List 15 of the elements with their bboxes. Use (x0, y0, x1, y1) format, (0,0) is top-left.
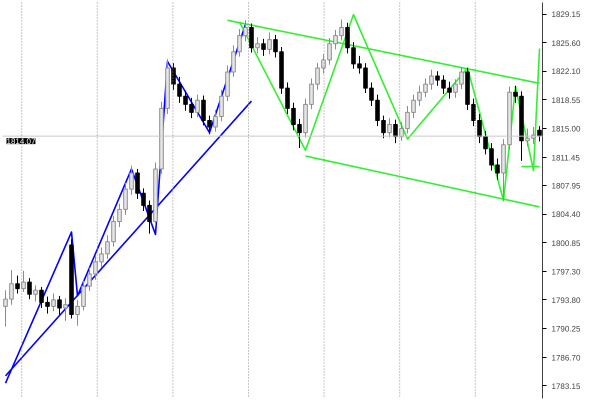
y-tick-label: 1829.15 (552, 10, 581, 20)
y-tick-label: 1783.15 (552, 382, 581, 391)
y-tick-label: 1825.60 (552, 38, 581, 48)
y-tick-label: 1797.30 (552, 268, 581, 277)
y-tick-label: 1807.95 (552, 182, 581, 191)
ref-line-label: 1814.07 (6, 137, 36, 146)
y-tick-label: 1786.70 (552, 353, 581, 362)
y-tick-label: 1815.00 (552, 124, 581, 134)
y-tick-label: 1790.25 (552, 324, 581, 334)
y-tick-label: 1818.55 (552, 96, 581, 105)
y-tick-label: 1793.80 (552, 296, 581, 305)
y-tick-label: 1800.85 (552, 238, 581, 248)
y-tick-label: 1811.45 (552, 153, 580, 162)
y-tick-label: 1804.40 (552, 210, 581, 220)
y-tick-label: 1822.10 (552, 67, 581, 76)
